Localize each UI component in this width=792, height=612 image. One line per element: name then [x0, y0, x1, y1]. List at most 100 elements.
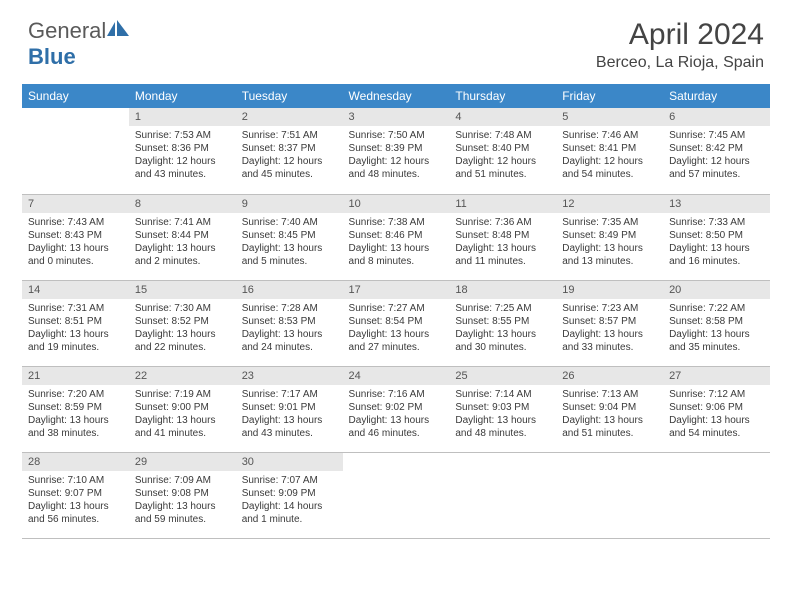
day-number: 30 — [236, 453, 343, 471]
sunset-line: Sunset: 9:00 PM — [135, 401, 230, 414]
sunset-line: Sunset: 8:39 PM — [349, 142, 444, 155]
calendar-day-cell: 23Sunrise: 7:17 AMSunset: 9:01 PMDayligh… — [236, 366, 343, 452]
daylight-line: Daylight: 12 hours and 51 minutes. — [455, 155, 550, 181]
day-number: 14 — [22, 281, 129, 299]
day-details: Sunrise: 7:40 AMSunset: 8:45 PMDaylight:… — [236, 213, 343, 272]
daylight-line: Daylight: 13 hours and 13 minutes. — [562, 242, 657, 268]
calendar-day-cell: 1Sunrise: 7:53 AMSunset: 8:36 PMDaylight… — [129, 108, 236, 194]
day-details: Sunrise: 7:10 AMSunset: 9:07 PMDaylight:… — [22, 471, 129, 530]
day-details: Sunrise: 7:09 AMSunset: 9:08 PMDaylight:… — [129, 471, 236, 530]
calendar-week-row: 14Sunrise: 7:31 AMSunset: 8:51 PMDayligh… — [22, 280, 770, 366]
day-number: 5 — [556, 108, 663, 126]
daylight-line: Daylight: 13 hours and 24 minutes. — [242, 328, 337, 354]
sunset-line: Sunset: 8:46 PM — [349, 229, 444, 242]
header: GeneralBlue April 2024 Berceo, La Rioja,… — [0, 0, 792, 80]
sunrise-line: Sunrise: 7:14 AM — [455, 388, 550, 401]
day-number: 21 — [22, 367, 129, 385]
sunset-line: Sunset: 8:51 PM — [28, 315, 123, 328]
sunrise-line: Sunrise: 7:10 AM — [28, 474, 123, 487]
daylight-line: Daylight: 13 hours and 33 minutes. — [562, 328, 657, 354]
day-details: Sunrise: 7:33 AMSunset: 8:50 PMDaylight:… — [663, 213, 770, 272]
day-details: Sunrise: 7:27 AMSunset: 8:54 PMDaylight:… — [343, 299, 450, 358]
day-number: 9 — [236, 195, 343, 213]
sunrise-line: Sunrise: 7:36 AM — [455, 216, 550, 229]
day-number: 3 — [343, 108, 450, 126]
sunrise-line: Sunrise: 7:20 AM — [28, 388, 123, 401]
sunrise-line: Sunrise: 7:27 AM — [349, 302, 444, 315]
calendar-day-cell: 16Sunrise: 7:28 AMSunset: 8:53 PMDayligh… — [236, 280, 343, 366]
calendar-day-cell: 19Sunrise: 7:23 AMSunset: 8:57 PMDayligh… — [556, 280, 663, 366]
day-details: Sunrise: 7:51 AMSunset: 8:37 PMDaylight:… — [236, 126, 343, 185]
sunrise-line: Sunrise: 7:43 AM — [28, 216, 123, 229]
day-number: 25 — [449, 367, 556, 385]
weekday-header: Tuesday — [236, 84, 343, 108]
sunrise-line: Sunrise: 7:46 AM — [562, 129, 657, 142]
calendar-day-cell: . — [449, 452, 556, 538]
day-number: 18 — [449, 281, 556, 299]
daylight-line: Daylight: 13 hours and 5 minutes. — [242, 242, 337, 268]
calendar-week-row: 21Sunrise: 7:20 AMSunset: 8:59 PMDayligh… — [22, 366, 770, 452]
logo-word-blue: Blue — [28, 44, 76, 69]
sunset-line: Sunset: 8:43 PM — [28, 229, 123, 242]
day-number: 6 — [663, 108, 770, 126]
daylight-line: Daylight: 13 hours and 46 minutes. — [349, 414, 444, 440]
calendar-day-cell: 29Sunrise: 7:09 AMSunset: 9:08 PMDayligh… — [129, 452, 236, 538]
calendar-day-cell: 11Sunrise: 7:36 AMSunset: 8:48 PMDayligh… — [449, 194, 556, 280]
sunset-line: Sunset: 9:04 PM — [562, 401, 657, 414]
sunset-line: Sunset: 9:01 PM — [242, 401, 337, 414]
sunrise-line: Sunrise: 7:28 AM — [242, 302, 337, 315]
daylight-line: Daylight: 13 hours and 38 minutes. — [28, 414, 123, 440]
day-details: Sunrise: 7:48 AMSunset: 8:40 PMDaylight:… — [449, 126, 556, 185]
daylight-line: Daylight: 13 hours and 54 minutes. — [669, 414, 764, 440]
day-details: Sunrise: 7:23 AMSunset: 8:57 PMDaylight:… — [556, 299, 663, 358]
calendar-day-cell: 5Sunrise: 7:46 AMSunset: 8:41 PMDaylight… — [556, 108, 663, 194]
sunset-line: Sunset: 9:06 PM — [669, 401, 764, 414]
day-details: Sunrise: 7:25 AMSunset: 8:55 PMDaylight:… — [449, 299, 556, 358]
daylight-line: Daylight: 13 hours and 35 minutes. — [669, 328, 764, 354]
calendar-day-cell: . — [556, 452, 663, 538]
day-details: Sunrise: 7:36 AMSunset: 8:48 PMDaylight:… — [449, 213, 556, 272]
day-details: Sunrise: 7:53 AMSunset: 8:36 PMDaylight:… — [129, 126, 236, 185]
weekday-header: Sunday — [22, 84, 129, 108]
calendar-day-cell: 22Sunrise: 7:19 AMSunset: 9:00 PMDayligh… — [129, 366, 236, 452]
sunset-line: Sunset: 8:59 PM — [28, 401, 123, 414]
day-number: 22 — [129, 367, 236, 385]
daylight-line: Daylight: 13 hours and 19 minutes. — [28, 328, 123, 354]
calendar-day-cell: 21 Sunrise: 7:20 AMSunset: 8:59 PMDayligh… — [22, 366, 129, 452]
weekday-header: Wednesday — [343, 84, 450, 108]
day-number: 23 — [236, 367, 343, 385]
sunrise-line: Sunrise: 7:19 AM — [135, 388, 230, 401]
sunrise-line: Sunrise: 7:31 AM — [28, 302, 123, 315]
daylight-line: Daylight: 12 hours and 45 minutes. — [242, 155, 337, 181]
weekday-header: Friday — [556, 84, 663, 108]
day-number: 15 — [129, 281, 236, 299]
day-number: 20 — [663, 281, 770, 299]
calendar-day-cell: 18Sunrise: 7:25 AMSunset: 8:55 PMDayligh… — [449, 280, 556, 366]
calendar-body: . 1Sunrise: 7:53 AMSunset: 8:36 PMDayligh… — [22, 108, 770, 538]
sunset-line: Sunset: 8:52 PM — [135, 315, 230, 328]
calendar-day-cell: 6Sunrise: 7:45 AMSunset: 8:42 PMDaylight… — [663, 108, 770, 194]
sunrise-line: Sunrise: 7:12 AM — [669, 388, 764, 401]
day-details: Sunrise: 7:50 AMSunset: 8:39 PMDaylight:… — [343, 126, 450, 185]
daylight-line: Daylight: 13 hours and 8 minutes. — [349, 242, 444, 268]
daylight-line: Daylight: 13 hours and 48 minutes. — [455, 414, 550, 440]
sunrise-line: Sunrise: 7:33 AM — [669, 216, 764, 229]
calendar-day-cell: 20Sunrise: 7:22 AMSunset: 8:58 PMDayligh… — [663, 280, 770, 366]
daylight-line: Daylight: 14 hours and 1 minute. — [242, 500, 337, 526]
sunset-line: Sunset: 8:41 PM — [562, 142, 657, 155]
day-details: Sunrise: 7:22 AMSunset: 8:58 PMDaylight:… — [663, 299, 770, 358]
sunrise-line: Sunrise: 7:53 AM — [135, 129, 230, 142]
daylight-line: Daylight: 12 hours and 43 minutes. — [135, 155, 230, 181]
sunset-line: Sunset: 8:45 PM — [242, 229, 337, 242]
day-details: Sunrise: 7:17 AMSunset: 9:01 PMDaylight:… — [236, 385, 343, 444]
day-details: Sunrise: 7:31 AMSunset: 8:51 PMDaylight:… — [22, 299, 129, 358]
sunrise-line: Sunrise: 7:25 AM — [455, 302, 550, 315]
calendar-day-cell: 30Sunrise: 7:07 AMSunset: 9:09 PMDayligh… — [236, 452, 343, 538]
calendar-day-cell: 13Sunrise: 7:33 AMSunset: 8:50 PMDayligh… — [663, 194, 770, 280]
daylight-line: Daylight: 13 hours and 43 minutes. — [242, 414, 337, 440]
day-details: Sunrise: 7:43 AMSunset: 8:43 PMDaylight:… — [22, 213, 129, 272]
sunset-line: Sunset: 8:42 PM — [669, 142, 764, 155]
weekday-header: Monday — [129, 84, 236, 108]
daylight-line: Daylight: 13 hours and 59 minutes. — [135, 500, 230, 526]
day-number: 7 — [22, 195, 129, 213]
